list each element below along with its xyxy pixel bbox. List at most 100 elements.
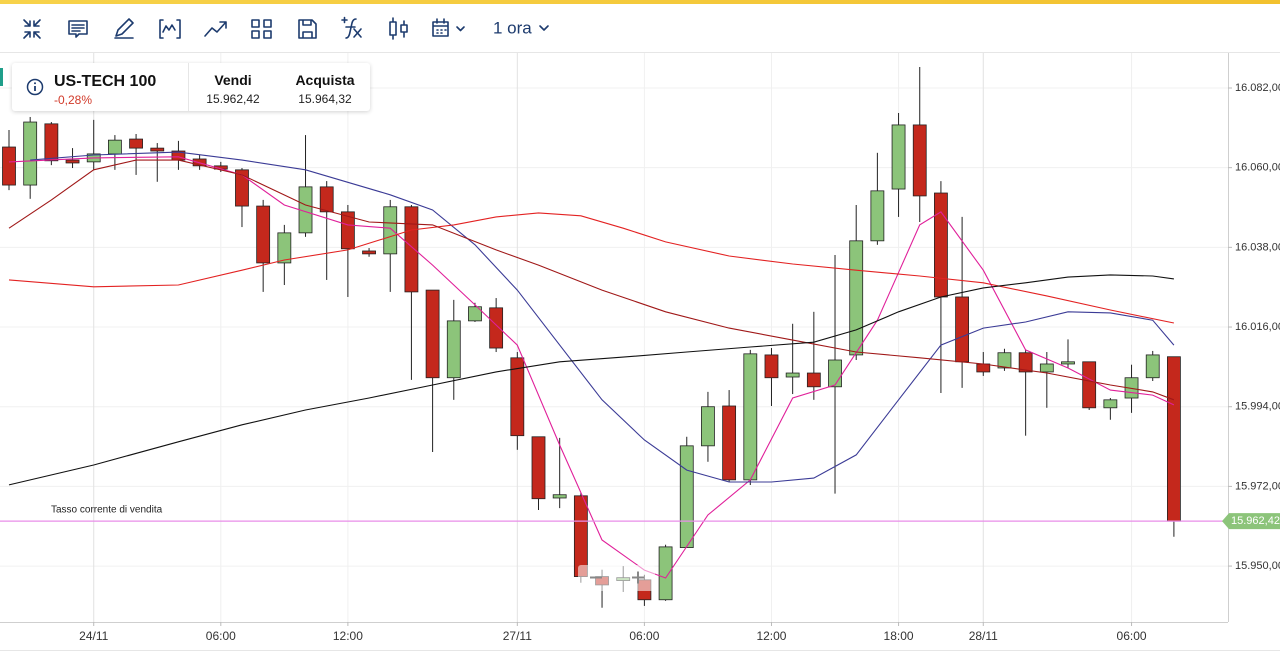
- y-tick-label: 15.950,00: [1235, 560, 1280, 572]
- side-tab[interactable]: [0, 68, 3, 86]
- candle-body: [552, 494, 567, 499]
- buy-label: Acquista: [295, 72, 355, 88]
- candle-body: [764, 354, 779, 379]
- candle-body: [1167, 356, 1181, 522]
- price-line-text: Tasso corrente di vendita: [51, 505, 163, 516]
- x-tick-label: 24/11: [79, 629, 108, 643]
- sell-price[interactable]: 15.962,42: [206, 92, 260, 106]
- function-icon[interactable]: [341, 16, 362, 39]
- candle-body: [806, 372, 821, 388]
- zoom-in[interactable]: [632, 571, 644, 584]
- candle-body: [404, 206, 419, 293]
- candle-type-icon[interactable]: [389, 17, 408, 40]
- x-tick-label: 12:00: [333, 629, 363, 643]
- price-badge: [1222, 513, 1280, 530]
- candle-body: [912, 124, 927, 197]
- candle-body: [235, 169, 249, 207]
- candle-body: [1018, 352, 1033, 373]
- candle-body: [44, 123, 59, 162]
- candle-body: [425, 289, 440, 379]
- candle-body: [785, 372, 800, 378]
- y-tick-label: 15.994,00: [1235, 401, 1280, 413]
- candle-body: [1039, 363, 1054, 373]
- candle-body: [1082, 361, 1097, 409]
- candle-body: [468, 306, 482, 322]
- candle-body: [679, 445, 694, 549]
- indicator-icon[interactable]: [159, 19, 181, 39]
- calendar-icon[interactable]: [432, 18, 465, 37]
- candle-body: [870, 190, 885, 242]
- toolbar: 1 ora: [23, 16, 549, 40]
- instrument-change: -0,28%: [54, 93, 93, 107]
- candle-body: [573, 495, 588, 577]
- y-tick-label: 16.038,00: [1235, 241, 1280, 253]
- candle-body: [743, 353, 758, 481]
- notes-icon[interactable]: [68, 20, 88, 38]
- candle-body: [1145, 354, 1160, 379]
- candle-body: [997, 352, 1012, 369]
- candle-body: [1061, 361, 1075, 365]
- y-tick-label: 16.016,00: [1235, 321, 1280, 333]
- x-tick-label: 27/11: [503, 629, 532, 643]
- candle-body: [510, 357, 525, 437]
- collapse-icon[interactable]: [23, 19, 41, 39]
- save-icon[interactable]: [298, 19, 317, 39]
- moving-average: [8, 156, 1175, 579]
- sell-label: Vendi: [214, 72, 252, 88]
- timeframe-chevron[interactable]: [539, 25, 549, 31]
- candle-body: [65, 159, 80, 164]
- moving-average: [8, 212, 1175, 324]
- moving-average: [8, 274, 1174, 486]
- timeframe[interactable]: 1 ora: [493, 18, 532, 37]
- candle-body: [2, 146, 16, 186]
- trend-icon[interactable]: [204, 21, 227, 37]
- x-tick-label: 12:00: [756, 629, 786, 643]
- candle-body: [319, 186, 334, 213]
- price-badge-label: 15.962,42: [1231, 515, 1280, 527]
- x-tick-label: 28/11: [969, 629, 998, 643]
- candle-body: [446, 320, 461, 379]
- x-tick-label: 06:00: [629, 629, 659, 643]
- x-tick-label: 06:00: [1117, 629, 1147, 643]
- candle-body: [23, 121, 38, 186]
- plot: Tasso corrente di vendita: [0, 53, 1228, 622]
- candle-body: [150, 147, 165, 152]
- candle-body: [277, 232, 292, 264]
- candle-body: [129, 138, 143, 149]
- buy-price[interactable]: 15.964,32: [298, 92, 352, 106]
- candle-body: [340, 211, 355, 250]
- top-accent: [0, 0, 1280, 4]
- moving-average: [30, 151, 1175, 483]
- candle-body: [828, 359, 842, 388]
- zoom-control[interactable]: [578, 565, 655, 591]
- candle-body: [658, 546, 673, 601]
- y-tick-label: 16.082,00: [1235, 82, 1280, 94]
- info-icon[interactable]: [26, 78, 44, 96]
- draw-icon[interactable]: [114, 18, 134, 39]
- candle-body: [383, 206, 398, 255]
- candle-body: [701, 406, 715, 447]
- candle-body: [722, 405, 737, 481]
- candle-body: [955, 296, 969, 363]
- candle-body: [934, 192, 948, 298]
- candle-body: [489, 307, 504, 349]
- candle-body: [1103, 399, 1118, 409]
- instrument-box: US-TECH 100 -0,28% Vendi 15.962,42 Acqui…: [12, 63, 370, 111]
- y-tick-label: 16.060,00: [1235, 162, 1280, 174]
- candle-body: [362, 250, 376, 255]
- divider: [188, 63, 189, 111]
- zoom-panel: [578, 565, 655, 591]
- candle-body: [256, 205, 271, 264]
- layout-icon[interactable]: [251, 19, 272, 39]
- moving-average: [8, 159, 1175, 401]
- y-tick-label: 15.972,00: [1235, 480, 1280, 492]
- instrument-name: US-TECH 100: [54, 73, 157, 90]
- candle-body: [108, 139, 122, 155]
- x-tick-label: 18:00: [884, 629, 914, 643]
- x-tick-label: 06:00: [206, 629, 236, 643]
- candle-body: [849, 240, 864, 356]
- candle-body: [891, 124, 906, 190]
- candle-body: [531, 436, 546, 500]
